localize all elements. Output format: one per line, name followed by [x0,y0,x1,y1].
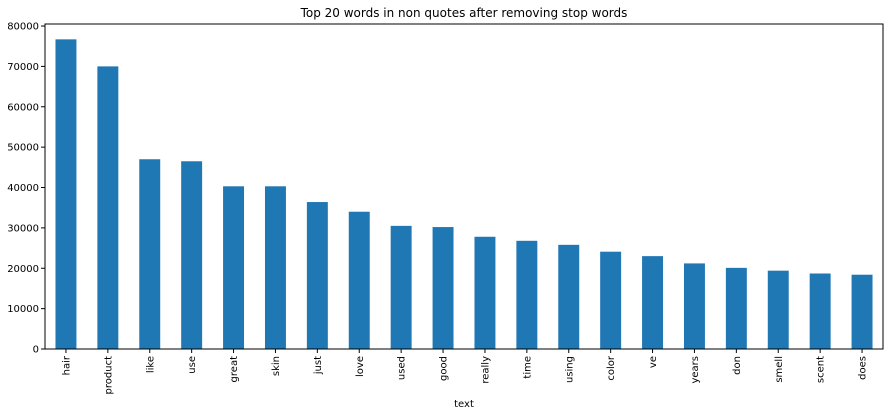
bar-just [306,202,328,349]
x-tick-label: like [145,356,156,373]
bar-years [683,263,705,349]
x-tick-label: really [480,356,491,384]
bar-time [516,240,538,349]
chart-title: Top 20 words in non quotes after removin… [300,6,628,20]
bar-ve [642,256,664,349]
y-tick-label: 20000 [7,264,39,275]
bar-smell [767,270,789,349]
x-tick-label: hair [61,355,72,375]
bar-used [390,225,412,349]
y-tick-label: 60000 [7,102,39,113]
bar-product [97,66,119,350]
bar-like [139,159,161,349]
x-tick-label: skin [271,356,282,376]
bar-skin [264,186,286,349]
x-tick-label: scent [816,356,827,383]
x-tick-label: color [606,355,617,381]
x-tick-label: just [313,356,324,375]
bar-color [600,251,622,349]
bar-using [558,244,580,349]
x-tick-label: years [690,356,701,384]
x-tick-label: time [522,356,533,379]
x-tick-label: don [732,356,743,375]
x-axis-label: text [454,399,474,410]
x-axis-ticks: hair product like use great skin just love used g… [61,349,869,395]
x-tick-label: love [355,356,366,377]
bar-great [223,186,245,349]
y-tick-label: 70000 [7,62,39,73]
bar-don [725,267,747,349]
y-tick-label: 50000 [7,143,39,154]
y-tick-label: 0 [33,345,39,356]
y-axis-ticks: 0 10000 20000 30000 40000 50000 60000 70000 8000… [7,22,45,356]
x-tick-label: product [103,356,114,395]
bar-really [474,236,496,349]
bar-scent [809,273,831,349]
bars-group [55,39,873,350]
bar-does [851,274,873,349]
y-tick-label: 80000 [7,22,39,33]
x-tick-label: smell [774,356,785,383]
plot-frame [44,23,884,350]
x-tick-label: used [397,356,408,380]
x-tick-label: good [439,356,450,381]
x-tick-label: using [564,356,575,383]
x-tick-label: use [187,356,198,374]
bar-use [181,161,203,349]
plot-border [44,23,884,350]
y-tick-label: 40000 [7,183,39,194]
x-tick-label: does [858,356,869,380]
bar-love [348,211,370,349]
x-tick-label: ve [648,356,659,368]
bar-hair [55,39,77,349]
x-tick-label: great [229,356,240,383]
y-tick-label: 10000 [7,304,39,315]
bar-good [432,227,454,349]
y-tick-label: 30000 [7,223,39,234]
